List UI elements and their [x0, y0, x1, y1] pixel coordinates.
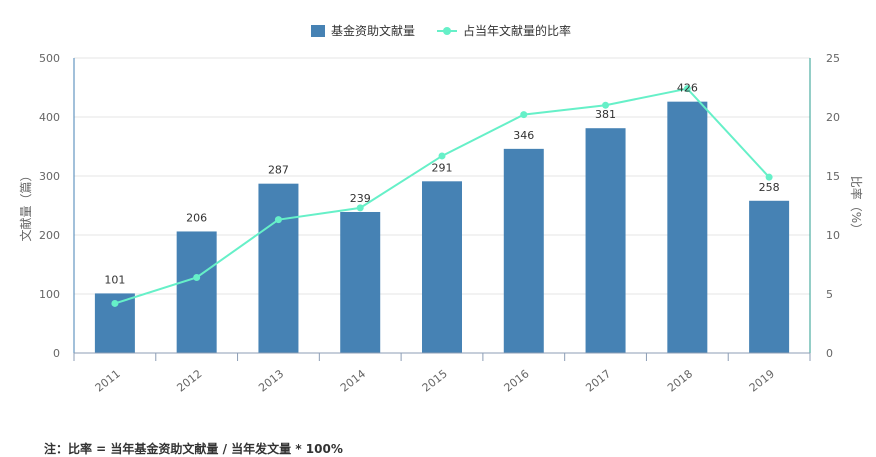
y2-axis-title: 比率（%） [849, 176, 864, 235]
y-tick-label: 300 [39, 170, 60, 183]
ratio-point [274, 216, 282, 224]
y2-tick-label: 0 [826, 347, 833, 360]
bar-value-label: 239 [350, 192, 371, 205]
legend-item-bars[interactable]: 基金资助文献量 [311, 23, 415, 38]
x-tick-label: 2018 [665, 367, 695, 394]
y2-tick-label: 15 [826, 170, 840, 183]
y-tick-label: 0 [53, 347, 60, 360]
legend-bar-swatch [311, 25, 325, 37]
data-labels: 101 206 287 239 291 346 381 426 258 [104, 82, 779, 287]
bar-series [94, 101, 790, 353]
x-tick-label: 2013 [256, 367, 286, 394]
bar-value-label: 346 [513, 129, 534, 142]
ratio-point [193, 273, 201, 281]
ratio-point [356, 204, 364, 212]
bar-value-label: 291 [432, 161, 453, 174]
x-tick-label: 2012 [174, 367, 204, 394]
ratio-point [683, 85, 691, 93]
y2-tick-label: 10 [826, 229, 840, 242]
bar [667, 101, 708, 353]
line-series [111, 85, 773, 307]
legend-label: 占当年文献量的比率 [463, 23, 571, 38]
legend[interactable]: 基金资助文献量 占当年文献量的比率 [311, 23, 571, 38]
x-tick-label: 2011 [93, 367, 123, 394]
bar-value-label: 381 [595, 108, 616, 121]
bar-value-label: 206 [186, 211, 207, 224]
bar [258, 183, 299, 353]
x-tick-label: 2014 [338, 367, 368, 394]
y-tick-label: 500 [39, 52, 60, 65]
bar [176, 231, 217, 353]
y2-tick-label: 25 [826, 52, 840, 65]
y-axis-title: 文献量（篇） [18, 169, 33, 241]
bar [749, 200, 790, 353]
ratio-point [602, 101, 610, 109]
y-tick-label: 400 [39, 111, 60, 124]
legend-label: 基金资助文献量 [331, 23, 415, 38]
ratio-point [520, 111, 528, 119]
bar-value-label: 426 [677, 82, 698, 95]
ratio-point [111, 299, 119, 307]
bar [340, 211, 381, 353]
legend-line-marker [443, 27, 451, 35]
x-tick-label: 2019 [747, 367, 777, 394]
y2-tick-label: 5 [826, 288, 833, 301]
ratio-point [765, 173, 773, 181]
footnote: 注：比率 = 当年基金资助文献量 / 当年发文量 * 100% [44, 442, 343, 456]
bar-value-label: 101 [104, 273, 125, 286]
x-tick-label: 2017 [583, 367, 613, 394]
x-tick-label: 2016 [502, 367, 532, 394]
x-tick-label: 2015 [420, 367, 450, 394]
y-tick-label: 100 [39, 288, 60, 301]
bar-value-label: 287 [268, 164, 289, 177]
bar [585, 128, 626, 353]
y2-tick-label: 20 [826, 111, 840, 124]
y-tick-label: 200 [39, 229, 60, 242]
bar-value-label: 258 [759, 181, 780, 194]
bar [503, 148, 544, 353]
legend-item-line[interactable]: 占当年文献量的比率 [437, 23, 571, 38]
bar [422, 181, 462, 353]
ratio-point [438, 152, 446, 160]
